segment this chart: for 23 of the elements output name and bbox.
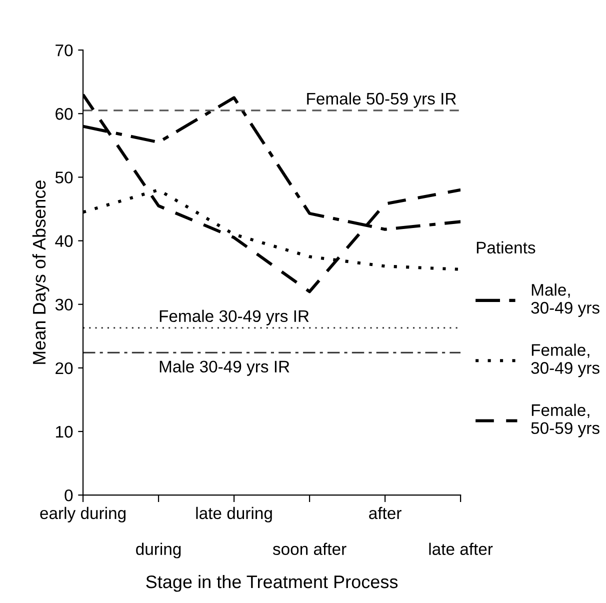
- y-tick-label: 20: [56, 362, 73, 374]
- legend-label: Male, 30-49 yrs: [531, 284, 600, 317]
- legend-label: Female, 30-49 yrs: [531, 344, 600, 378]
- x-tick-label: late during: [196, 506, 272, 522]
- legend-label: Female, 50-59 yrs: [531, 404, 600, 438]
- legend-title: Patients: [476, 241, 536, 254]
- x-tick-label: during: [136, 542, 181, 558]
- x-tick-label: late after: [429, 542, 493, 556]
- ref-line-label: Female 30-49 yrs IR: [160, 310, 309, 326]
- y-tick-label: 70: [56, 44, 73, 56]
- x-axis-title: Stage in the Treatment Process: [146, 574, 398, 592]
- y-tick-label: 10: [56, 426, 73, 438]
- y-axis-title: Mean Days of Absence: [32, 180, 50, 364]
- y-tick-label: 60: [56, 108, 73, 120]
- y-tick-label: 0: [64, 489, 73, 502]
- x-tick-label: early during: [40, 506, 126, 522]
- y-tick-label: 50: [55, 172, 73, 184]
- ref-line-label: Female 50-59 yrs IR: [307, 92, 456, 108]
- y-tick-label: 30: [55, 298, 73, 311]
- ref-line-label: Male 30-49 yrs IR: [160, 360, 290, 376]
- x-tick-label: soon after: [272, 542, 346, 556]
- x-tick-label: after: [369, 506, 402, 520]
- y-tick-label: 40: [55, 235, 73, 247]
